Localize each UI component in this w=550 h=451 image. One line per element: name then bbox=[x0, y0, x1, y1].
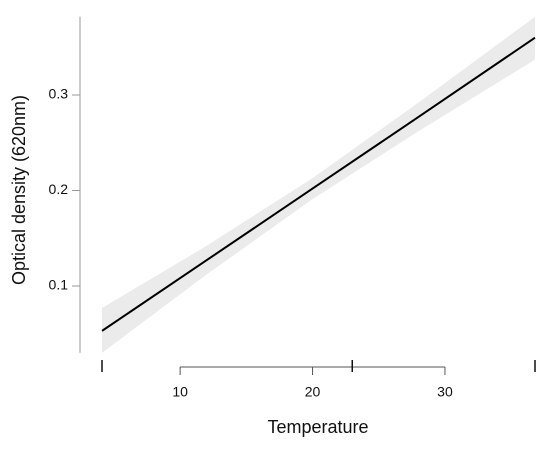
y-tick-label: 0.1 bbox=[49, 277, 69, 293]
y-tick-label: 0.2 bbox=[49, 181, 69, 197]
line bbox=[101, 36, 536, 332]
x-tick-label: 10 bbox=[172, 384, 188, 400]
x-axis-title: Temperature bbox=[267, 417, 368, 437]
y-tick-label: 0.3 bbox=[49, 86, 69, 102]
y-axis-title: Optical density (620nm) bbox=[9, 95, 29, 285]
x-tick-label: 30 bbox=[437, 384, 453, 400]
x-tick-label: 20 bbox=[305, 384, 321, 400]
